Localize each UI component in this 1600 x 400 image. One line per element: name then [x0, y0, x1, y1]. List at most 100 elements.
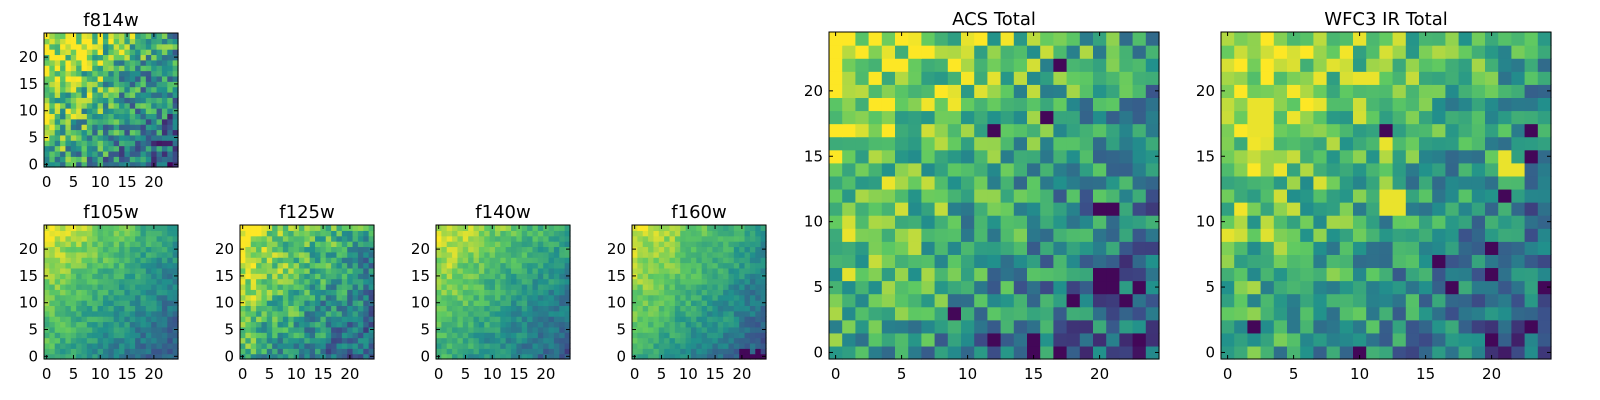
heatmap-cell — [124, 337, 131, 344]
heatmap-cell — [1485, 110, 1499, 125]
heatmap-cell — [489, 289, 496, 296]
heatmap-cell — [494, 278, 501, 285]
heatmap-cell — [277, 257, 284, 264]
heatmap-cell — [674, 348, 681, 355]
heatmap-cell — [172, 262, 179, 269]
heatmap-cell — [553, 342, 560, 349]
heatmap-cell — [140, 246, 147, 253]
y-tick-label: 10 — [19, 294, 38, 312]
heatmap-cell — [717, 251, 724, 258]
heatmap-cell — [1537, 149, 1552, 164]
heatmap-cell — [49, 316, 56, 323]
heatmap-cell — [250, 225, 257, 231]
heatmap-cell — [1511, 188, 1526, 203]
heatmap-cell — [446, 348, 453, 355]
heatmap-cell — [54, 33, 61, 39]
heatmap-cell — [1247, 241, 1262, 255]
heatmap-cell — [151, 102, 158, 109]
heatmap-cell — [733, 262, 740, 269]
heatmap-cell — [49, 246, 56, 253]
heatmap-cell — [473, 225, 480, 231]
heatmap-cell — [739, 337, 746, 344]
heatmap-cell — [1300, 175, 1314, 190]
heatmap-cell — [44, 75, 50, 82]
heatmap-cell — [1040, 71, 1054, 85]
heatmap-cell — [145, 43, 152, 50]
heatmap-cell — [760, 348, 767, 355]
heatmap-cell — [368, 321, 375, 328]
heatmap-cell — [500, 251, 507, 258]
heatmap-cell — [357, 251, 364, 258]
heatmap-cell — [298, 321, 305, 328]
heatmap-cell — [304, 225, 311, 231]
heatmap-cell — [108, 241, 115, 248]
heatmap-cell — [1537, 175, 1552, 190]
heatmap-cell — [44, 348, 50, 355]
heatmap-cell — [961, 136, 975, 151]
heatmap-cell — [108, 43, 115, 50]
heatmap-cell — [135, 353, 142, 360]
y-tick-label: 0 — [1205, 343, 1215, 361]
heatmap-cell — [961, 32, 975, 46]
heatmap-cell — [1040, 202, 1054, 216]
heatmap-cell — [1392, 319, 1407, 334]
heatmap-cell — [468, 310, 475, 317]
heatmap-cell — [1145, 254, 1160, 269]
heatmap-cell — [140, 300, 147, 306]
heatmap-cell — [97, 273, 104, 280]
heatmap-cell — [288, 230, 295, 237]
heatmap-cell — [690, 241, 697, 248]
heatmap-cell — [934, 97, 949, 112]
heatmap-cell — [76, 124, 83, 131]
heatmap-cell — [161, 342, 168, 349]
heatmap-cell — [293, 273, 300, 280]
heatmap-cell — [436, 262, 442, 269]
heatmap-cell — [256, 257, 263, 264]
heatmap-cell — [76, 337, 83, 344]
heatmap-cell — [49, 310, 56, 317]
heatmap-cell — [49, 129, 56, 136]
heatmap-cell — [282, 321, 289, 328]
heatmap-cell — [293, 305, 300, 312]
heatmap-cell — [829, 293, 843, 308]
heatmap-cell — [1145, 280, 1160, 295]
heatmap-cell — [336, 278, 343, 285]
heatmap-cell — [347, 316, 354, 323]
heatmap-cell — [868, 149, 883, 164]
heatmap-cell — [102, 230, 109, 237]
heatmap-cell — [712, 246, 719, 253]
heatmap-cell — [325, 257, 332, 264]
heatmap-cell — [70, 235, 77, 242]
heatmap-cell — [1432, 84, 1446, 98]
heatmap-cell — [1119, 267, 1134, 282]
heatmap-cell — [744, 326, 751, 333]
heatmap-cell — [352, 262, 359, 269]
y-tick-label: 5 — [28, 129, 38, 147]
heatmap-cell — [680, 262, 687, 269]
heatmap-cell — [712, 332, 719, 339]
heatmap-cell — [707, 225, 713, 231]
heatmap-cell — [1273, 293, 1288, 308]
heatmap-cell — [54, 43, 61, 50]
heatmap-cell — [1326, 32, 1341, 46]
heatmap-cell — [733, 283, 740, 290]
heatmap-cell — [135, 102, 142, 109]
heatmap-cell — [755, 310, 762, 317]
heatmap-cell — [60, 97, 67, 104]
y-tick-label: 15 — [215, 267, 234, 285]
heatmap-cell — [921, 175, 936, 190]
heatmap-cell — [1471, 84, 1486, 98]
heatmap-cell — [368, 278, 375, 285]
heatmap-cell — [336, 316, 343, 323]
heatmap-cell — [457, 235, 464, 242]
heatmap-cell — [309, 241, 316, 248]
heatmap-cell — [266, 235, 273, 242]
heatmap-cell — [1145, 84, 1160, 98]
heatmap-cell — [124, 140, 131, 147]
heatmap-cell — [135, 273, 142, 280]
heatmap-cell — [707, 326, 713, 333]
heatmap-cell — [707, 289, 713, 296]
heatmap-cell — [60, 316, 67, 323]
heatmap-cell — [1392, 110, 1407, 125]
heatmap-cell — [309, 332, 316, 339]
